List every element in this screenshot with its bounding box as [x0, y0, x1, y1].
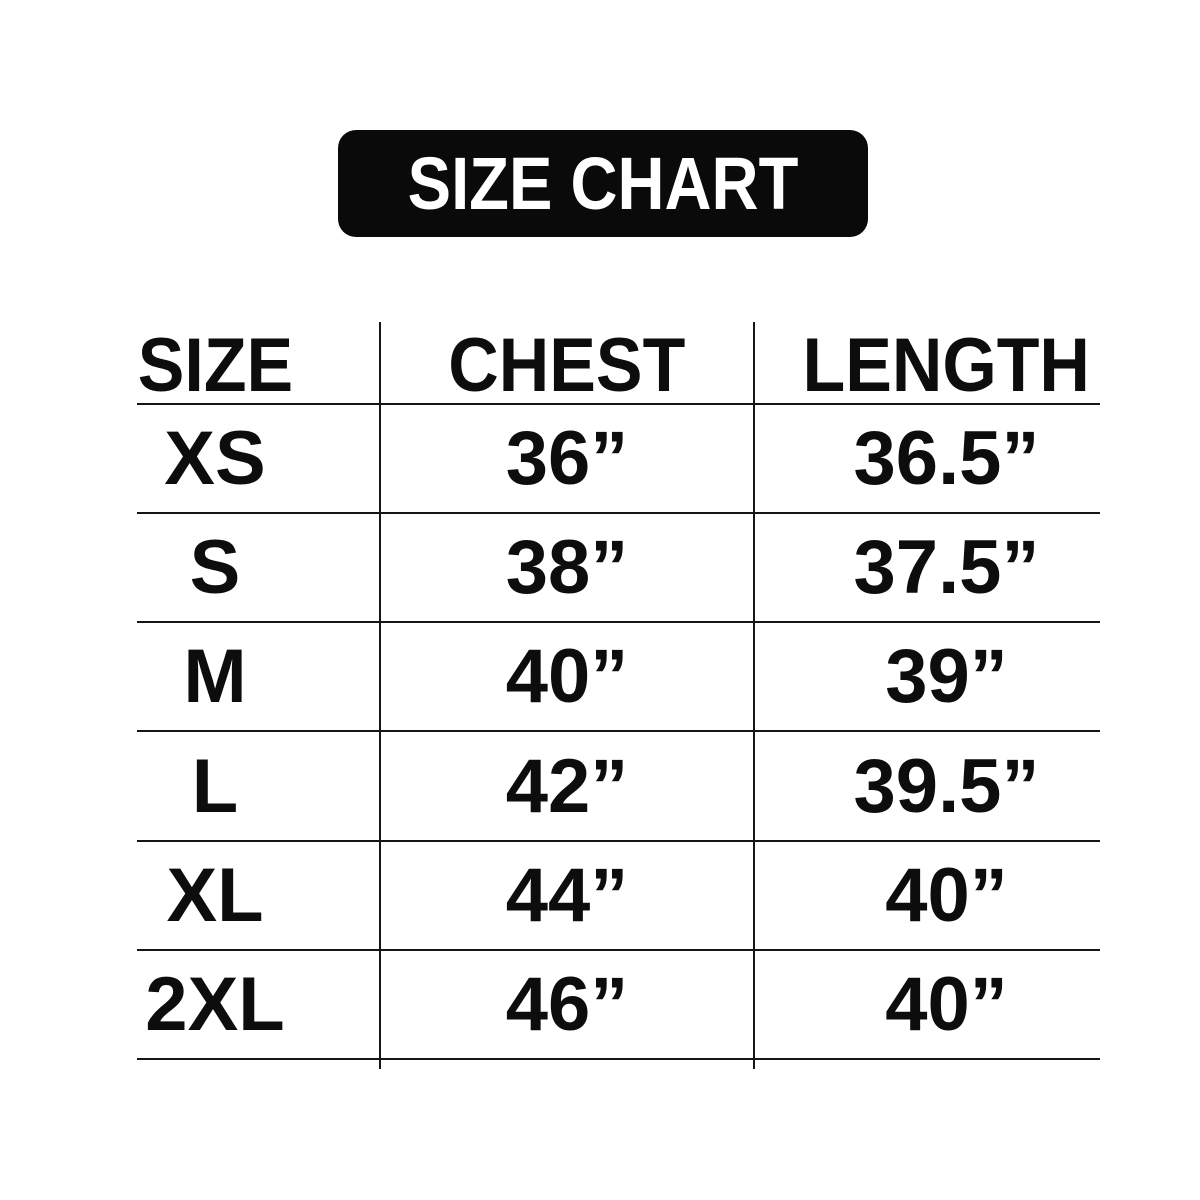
size-chart-title: SIZE CHART	[407, 142, 799, 225]
chest-cell: 46”	[379, 950, 753, 1058]
length-cell: 39”	[753, 623, 1100, 731]
chest-value: 36”	[505, 416, 629, 502]
vertical-divider-stub-right	[753, 1059, 1100, 1069]
length-cell: 36.5”	[753, 405, 1100, 513]
size-chart-title-badge: SIZE CHART	[338, 130, 868, 237]
chest-cell: 42”	[379, 732, 753, 840]
column-header-length: LENGTH	[802, 323, 1091, 408]
length-value: 40”	[885, 961, 1008, 1047]
length-cell: 40”	[753, 841, 1100, 949]
column-header-chest: CHEST	[448, 323, 686, 408]
size-cell: S	[137, 514, 379, 621]
column-header-size: SIZE	[137, 323, 293, 408]
size-value: S	[189, 525, 241, 611]
chest-value: 40”	[505, 634, 629, 720]
size-value: XL	[166, 852, 264, 938]
overhang-spacer	[137, 1060, 379, 1069]
table-row: XL 44” 40”	[137, 841, 1100, 951]
size-cell: 2XL	[137, 951, 379, 1058]
table-row: L 42” 39.5”	[137, 732, 1100, 842]
chest-cell: 40”	[379, 623, 753, 731]
size-value: M	[183, 634, 247, 720]
chest-cell: 38”	[379, 514, 753, 622]
length-value: 40”	[885, 852, 1008, 938]
length-value: 39”	[885, 634, 1008, 720]
length-value: 39.5”	[853, 743, 1040, 829]
chest-value: 46”	[505, 961, 629, 1047]
chest-value: 38”	[505, 525, 629, 611]
table-header-row: SIZE CHEST LENGTH	[137, 322, 1100, 421]
size-value: L	[191, 743, 239, 829]
size-cell: XS	[137, 405, 379, 512]
table-row: S 38” 37.5”	[137, 514, 1100, 624]
chest-value: 42”	[505, 743, 629, 829]
size-value: XS	[164, 416, 266, 502]
divider-overhang-row	[137, 1059, 1100, 1069]
header-cell-size: SIZE	[137, 322, 379, 421]
size-cell: L	[137, 732, 379, 839]
table-row: 2XL 46” 40”	[137, 950, 1100, 1060]
length-value: 37.5”	[853, 525, 1040, 611]
chest-cell: 36”	[379, 405, 753, 513]
length-cell: 40”	[753, 950, 1100, 1058]
size-value: 2XL	[145, 961, 285, 1047]
vertical-divider-stub-left	[379, 1059, 753, 1069]
table-body: XS 36” 36.5” S 38” 37.5” M 40” 39”	[137, 405, 1100, 1060]
length-cell: 37.5”	[753, 514, 1100, 622]
header-cell-chest: CHEST	[379, 322, 753, 421]
header-cell-length: LENGTH	[753, 322, 1100, 421]
size-cell: M	[137, 623, 379, 730]
chest-value: 44”	[505, 852, 629, 938]
size-cell: XL	[137, 842, 379, 949]
length-value: 36.5”	[853, 416, 1040, 502]
length-cell: 39.5”	[753, 732, 1100, 840]
table-row: XS 36” 36.5”	[137, 405, 1100, 515]
chest-cell: 44”	[379, 841, 753, 949]
size-table: SIZE CHEST LENGTH XS 36” 36.5” S 38”	[137, 322, 1100, 1069]
table-row: M 40” 39”	[137, 623, 1100, 733]
